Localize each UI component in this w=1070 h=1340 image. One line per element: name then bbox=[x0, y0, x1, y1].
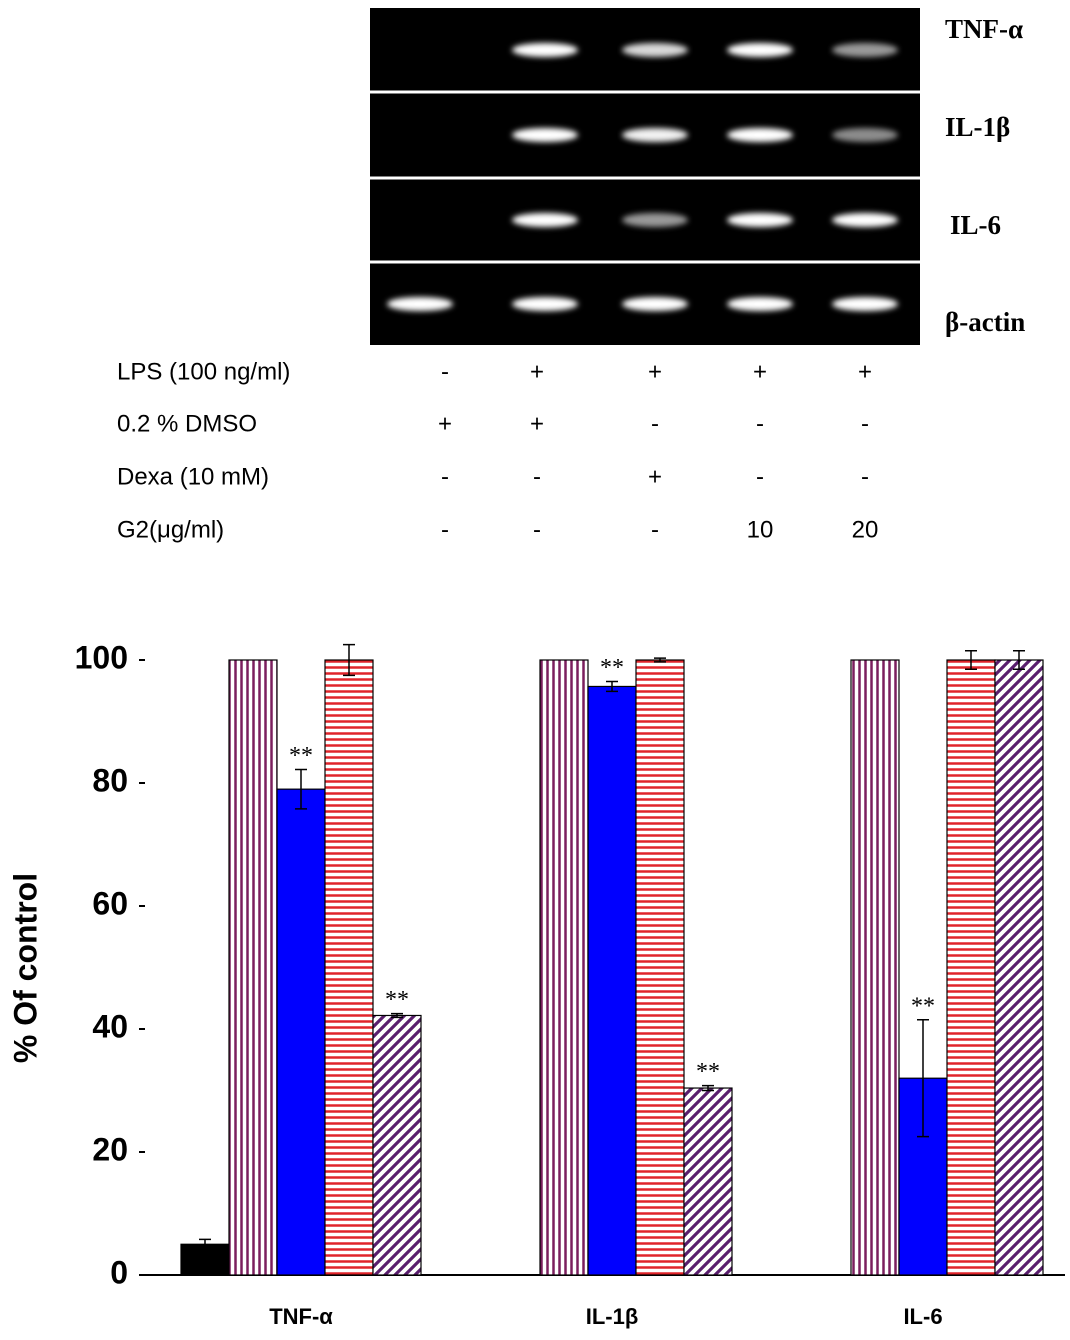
gel-band bbox=[727, 128, 793, 142]
treatment-cell: - bbox=[756, 463, 764, 490]
significance-mark: ** bbox=[696, 1059, 720, 1085]
bar bbox=[277, 789, 325, 1275]
treatment-cell: - bbox=[651, 410, 659, 437]
treatment-cell: - bbox=[441, 358, 449, 385]
gel-band bbox=[512, 128, 578, 142]
x-tick-label: TNF-α bbox=[269, 1304, 333, 1329]
treatment-cell: 10 bbox=[747, 516, 774, 543]
treatment-cell: + bbox=[648, 463, 662, 490]
significance-mark: ** bbox=[289, 743, 313, 769]
treatment-cell: - bbox=[756, 410, 764, 437]
gel-band bbox=[832, 297, 898, 311]
gel-label: β-actin bbox=[945, 307, 1025, 337]
treatment-cell: + bbox=[753, 358, 767, 385]
gel-band bbox=[832, 128, 898, 142]
significance-mark: ** bbox=[385, 987, 409, 1013]
gel-band bbox=[832, 213, 898, 227]
gel-band bbox=[512, 297, 578, 311]
treatment-cell: - bbox=[533, 463, 541, 490]
treatment-cell: + bbox=[530, 358, 544, 385]
significance-mark: ** bbox=[911, 993, 935, 1019]
y-tick-label: 40 bbox=[92, 1008, 128, 1044]
bar bbox=[995, 660, 1043, 1275]
gel-band bbox=[622, 213, 688, 227]
gel-label: IL-1β bbox=[945, 112, 1010, 142]
bar bbox=[540, 660, 588, 1275]
bar bbox=[851, 660, 899, 1275]
treatment-cell: 20 bbox=[852, 516, 879, 543]
treatment-label: 0.2 % DMSO bbox=[117, 410, 257, 437]
y-axis-label: % Of control bbox=[7, 873, 43, 1063]
gel-band bbox=[622, 297, 688, 311]
bar bbox=[947, 660, 995, 1275]
bar bbox=[325, 660, 373, 1275]
gel-band bbox=[512, 43, 578, 57]
treatment-cell: - bbox=[861, 463, 869, 490]
treatment-cell: - bbox=[533, 516, 541, 543]
treatment-cell: + bbox=[438, 410, 452, 437]
gel-label: TNF-α bbox=[945, 14, 1023, 44]
treatment-label: Dexa (10 mM) bbox=[117, 463, 269, 490]
bar bbox=[684, 1088, 732, 1275]
gel-label: IL-6 bbox=[950, 210, 1001, 240]
gel-band bbox=[727, 43, 793, 57]
treatment-label: G2(μg/ml) bbox=[117, 516, 224, 543]
treatment-label: LPS (100 ng/ml) bbox=[117, 358, 290, 385]
figure: TNF-α IL-1β IL-6 β-actin % Of control LP… bbox=[0, 0, 1070, 1335]
treatment-cell: - bbox=[441, 463, 449, 490]
gel-band bbox=[832, 43, 898, 57]
bar bbox=[229, 660, 277, 1275]
bar bbox=[373, 1015, 421, 1275]
x-tick-label: IL-6 bbox=[903, 1304, 942, 1329]
y-tick-label: 100 bbox=[75, 639, 128, 675]
treatment-cell: + bbox=[530, 410, 544, 437]
gel-band bbox=[512, 213, 578, 227]
significance-mark: ** bbox=[600, 655, 624, 681]
y-tick-label: 60 bbox=[92, 885, 128, 921]
x-tick-label: IL-1β bbox=[586, 1304, 639, 1329]
y-tick-label: 80 bbox=[92, 762, 128, 798]
treatment-cell: + bbox=[858, 358, 872, 385]
y-tick-label: 20 bbox=[92, 1131, 128, 1167]
gel-band bbox=[622, 43, 688, 57]
gel-band bbox=[727, 213, 793, 227]
gel-band bbox=[727, 297, 793, 311]
y-tick-label: 0 bbox=[110, 1254, 128, 1290]
bar bbox=[588, 686, 636, 1275]
treatment-cell: - bbox=[861, 410, 869, 437]
treatment-cell: - bbox=[441, 516, 449, 543]
bar bbox=[636, 660, 684, 1275]
gel-band bbox=[622, 128, 688, 142]
treatment-cell: + bbox=[648, 358, 662, 385]
gel-band bbox=[387, 297, 453, 311]
treatment-cell: - bbox=[651, 516, 659, 543]
